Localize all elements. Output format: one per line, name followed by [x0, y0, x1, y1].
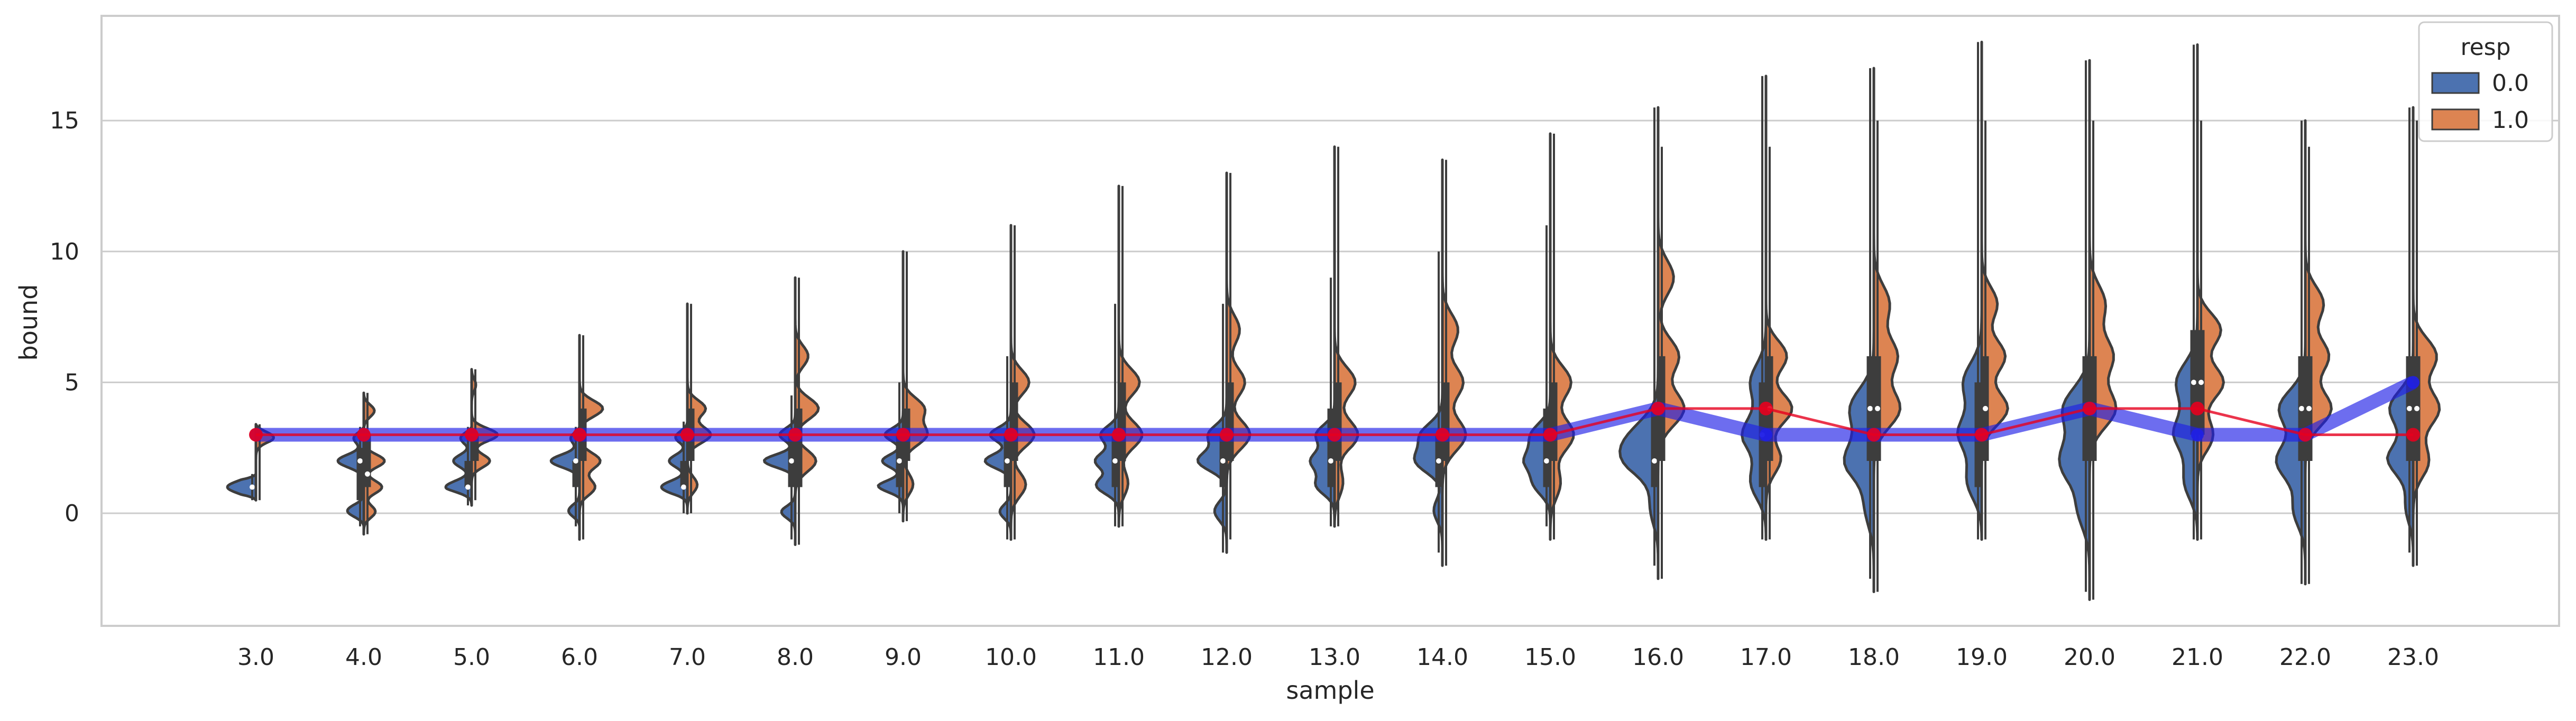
median-dot-0-11 — [1436, 458, 1441, 464]
overlay-point-1-5 — [788, 428, 802, 442]
x-tick-label-10: 13.0 — [1309, 644, 1360, 671]
x-tick-label-0: 3.0 — [237, 644, 274, 671]
median-dot-0-6 — [897, 458, 902, 464]
x-tick-label-20: 23.0 — [2387, 644, 2439, 671]
overlay-point-1-2 — [465, 428, 479, 442]
overlay-point-1-14 — [1759, 401, 1773, 415]
legend-title: resp — [2460, 34, 2510, 61]
violin-half-resp1-20.0 — [2088, 119, 2118, 601]
median-dot-0-2 — [465, 484, 471, 490]
x-tick-label-3: 6.0 — [561, 644, 598, 671]
overlay-point-1-15 — [1867, 428, 1881, 442]
median-dot-0-19 — [2299, 405, 2304, 411]
y-tick-label-0: 0 — [65, 500, 79, 527]
violin-half-resp1-10.0 — [1009, 224, 1036, 541]
overlay-point-1-1 — [357, 428, 371, 442]
overlay-lines — [249, 376, 2420, 442]
x-tick-label-12: 15.0 — [1524, 644, 1576, 671]
median-dot-0-13 — [1652, 458, 1657, 464]
y-axis-label: bound — [14, 284, 43, 361]
x-tick-label-19: 22.0 — [2279, 644, 2331, 671]
x-axis-label: sample — [1286, 676, 1374, 705]
median-dot-0-0 — [250, 484, 255, 490]
violin-half-resp1-4.0 — [362, 391, 386, 536]
x-tick-label-16: 19.0 — [1956, 644, 2008, 671]
x-tick-label-9: 12.0 — [1201, 644, 1253, 671]
x-tick-label-11: 14.0 — [1416, 644, 1468, 671]
overlay-point-1-0 — [249, 428, 263, 442]
overlay-point-1-12 — [1543, 428, 1557, 442]
y-tick-label-1: 5 — [65, 369, 79, 396]
violin-group — [226, 41, 2441, 601]
median-dot-0-3 — [573, 458, 578, 464]
y-tick-label-3: 15 — [50, 107, 79, 134]
x-tick-label-2: 5.0 — [453, 644, 490, 671]
overlay-point-1-18 — [2191, 401, 2204, 415]
overlay-point-1-13 — [1651, 401, 1665, 415]
x-tick-label-13: 16.0 — [1632, 644, 1684, 671]
x-tick-label-8: 11.0 — [1093, 644, 1145, 671]
violin-half-resp1-7.0 — [686, 302, 712, 515]
overlay-point-0-18 — [2191, 428, 2204, 441]
overlay-point-1-10 — [1328, 428, 1341, 442]
x-tick-label-7: 10.0 — [985, 644, 1037, 671]
violin-half-resp1-18.0 — [1872, 119, 1902, 594]
median-dot-0-8 — [1112, 458, 1118, 464]
median-dot-0-4 — [681, 484, 686, 490]
median-dot-1-18 — [2198, 380, 2204, 385]
median-dot-1-15 — [1875, 405, 1880, 411]
violin-half-resp1-8.0 — [794, 276, 820, 546]
median-dot-1-1 — [365, 471, 370, 477]
overlay-point-1-9 — [1220, 428, 1234, 442]
x-tick-label-14: 17.0 — [1740, 644, 1792, 671]
median-dot-0-15 — [1867, 405, 1873, 411]
overlay-point-1-19 — [2298, 428, 2312, 442]
legend-swatch-1 — [2431, 108, 2480, 131]
x-tick-label-6: 9.0 — [885, 644, 922, 671]
violin-half-resp1-22.0 — [2304, 145, 2333, 586]
median-dot-0-9 — [1220, 458, 1226, 464]
overlay-point-1-17 — [2083, 401, 2096, 415]
y-tick-label-2: 10 — [50, 238, 79, 265]
median-dot-0-10 — [1328, 458, 1333, 464]
median-dot-0-5 — [789, 458, 794, 464]
x-tick-label-17: 20.0 — [2064, 644, 2115, 671]
violin-half-resp1-16.0 — [1657, 145, 1686, 580]
x-tick-label-4: 7.0 — [669, 644, 706, 671]
overlay-point-1-7 — [1004, 428, 1018, 442]
x-tick-label-18: 21.0 — [2172, 644, 2223, 671]
x-tick-labels: 3.0 4.0 5.0 6.0 7.0 8.0 9.0 10.0 11.0 12.0 13.0 14.… — [237, 644, 2439, 671]
overlay-point-1-16 — [1975, 428, 1989, 442]
overlay-point-1-4 — [680, 428, 694, 442]
overlay-point-0-20 — [2407, 376, 2419, 389]
overlay-point-1-3 — [573, 428, 586, 442]
legend-label-1: 1.0 — [2492, 107, 2529, 134]
median-dot-1-19 — [2306, 405, 2312, 411]
median-dot-0-18 — [2191, 380, 2196, 385]
median-dot-0-12 — [1544, 458, 1549, 464]
overlay-point-1-11 — [1436, 428, 1449, 442]
overlay-point-1-6 — [896, 428, 910, 442]
median-dot-0-1 — [357, 458, 363, 464]
x-tick-label-1: 4.0 — [345, 644, 382, 671]
median-dot-0-20 — [2407, 405, 2412, 411]
y-tick-labels: 0 5 10 15 — [50, 107, 79, 527]
legend: resp 0.0 1.0 — [2418, 21, 2553, 142]
legend-swatch-0 — [2431, 72, 2480, 94]
median-dot-1-16 — [1983, 405, 1988, 411]
overlay-point-1-20 — [2406, 428, 2420, 442]
x-tick-label-15: 18.0 — [1848, 644, 1900, 671]
legend-label-0: 0.0 — [2492, 70, 2529, 97]
median-dot-1-20 — [2414, 405, 2419, 411]
median-dot-0-7 — [1005, 458, 1010, 464]
overlay-point-1-8 — [1112, 428, 1126, 442]
overlay-point-0-14 — [1760, 428, 1772, 441]
violin-half-resp0-3.0 — [226, 473, 257, 502]
x-tick-label-5: 8.0 — [777, 644, 814, 671]
